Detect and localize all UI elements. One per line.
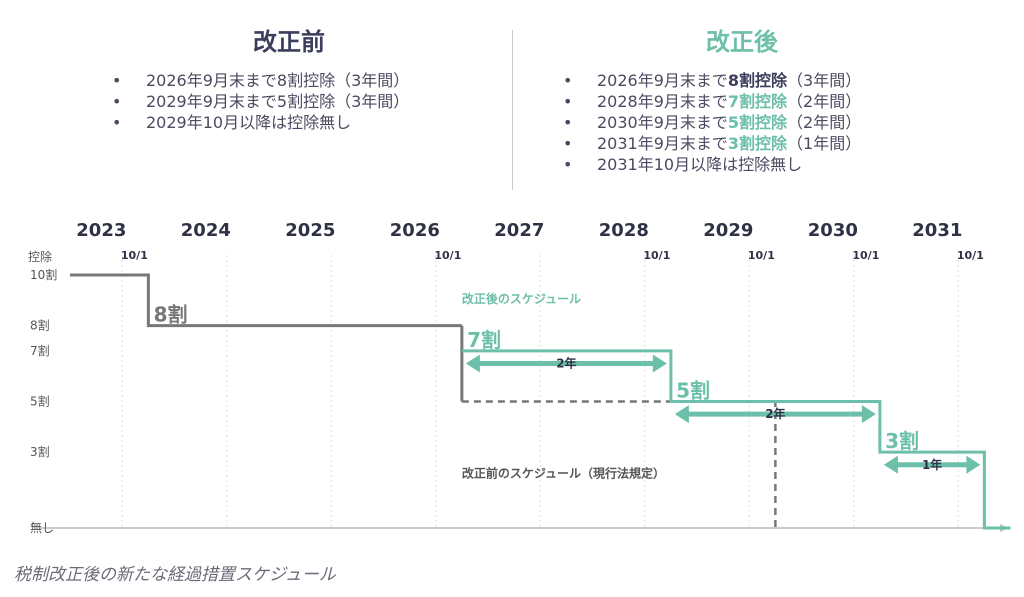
after-title: 改正後	[706, 28, 778, 56]
series-before-line	[70, 273, 462, 328]
y-tick-label: 5割	[30, 394, 50, 409]
item-text: 2031年10月以降は控除無し	[597, 155, 803, 174]
list-item: 2030年9月末まで5割控除（2年間）	[563, 112, 861, 133]
item-suffix: （2年間）	[787, 113, 862, 132]
column-divider	[512, 30, 513, 190]
date-marker: 10/1	[434, 249, 461, 262]
year-label: 2029	[703, 220, 753, 241]
item-emphasis: 3割控除	[727, 134, 788, 153]
year-label: 2024	[181, 220, 231, 241]
item-text: 2031年9月末まで	[597, 134, 728, 153]
year-label: 2030	[808, 220, 858, 241]
list-item: 2026年9月末まで8割控除（3年間）	[112, 70, 409, 91]
item-emphasis: 5割控除	[727, 113, 788, 132]
item-suffix: （2年間）	[787, 92, 862, 111]
level-label: 5割	[676, 379, 710, 403]
span-arrow-head-left	[883, 455, 898, 474]
list-item: 2029年10月以降は控除無し	[112, 112, 409, 133]
item-text: 2026年9月末まで	[597, 71, 728, 90]
y-tick-label: 10割	[30, 267, 57, 282]
y-tick-label: 3割	[30, 444, 50, 459]
span-arrow-head-right	[966, 455, 981, 474]
figure-caption: 税制改正後の新たな経過措置スケジュール	[14, 565, 336, 585]
date-marker: 10/1	[748, 249, 775, 262]
span-label: 2年	[556, 356, 576, 371]
series-after-line	[461, 349, 1011, 530]
year-label: 2028	[599, 220, 649, 241]
list-item: 2031年10月以降は控除無し	[563, 154, 861, 175]
item-text: 2030年9月末まで	[597, 113, 728, 132]
y-tick-label: 7割	[30, 343, 50, 358]
chart-annotation: 改正前のスケジュール（現行法規定）	[462, 465, 665, 480]
schedule-chart-svg: 2023 2024 2025 2026 2027 2028 2029 2030 2031 10/1…	[28, 220, 1011, 535]
item-emphasis: 8割控除	[727, 71, 788, 90]
list-item: 2031年9月末まで3割控除（1年間）	[563, 133, 861, 154]
list-item: 2028年9月末まで7割控除（2年間）	[563, 91, 861, 112]
y-axis-label: 控除	[28, 249, 52, 264]
item-text: 2029年9月末まで5割控除（3年間）	[146, 92, 410, 111]
item-text: 2026年9月末まで8割控除（3年間）	[146, 71, 410, 90]
level-label: 3割	[885, 429, 919, 453]
year-label: 2023	[76, 220, 126, 241]
item-emphasis: 7割控除	[727, 92, 788, 111]
list-item: 2026年9月末まで8割控除（3年間）	[563, 70, 861, 91]
date-marker: 10/1	[121, 249, 148, 262]
date-marker: 10/1	[643, 249, 670, 262]
y-tick-label: 無し	[30, 520, 54, 535]
date-marker: 10/1	[852, 249, 879, 262]
before-list: 2026年9月末まで8割控除（3年間） 2029年9月末まで5割控除（3年間） …	[112, 70, 409, 133]
year-label: 2025	[285, 220, 335, 241]
span-label: 1年	[922, 457, 942, 472]
series-before-dashed	[461, 400, 777, 528]
span-arrow-head-left	[674, 405, 689, 424]
item-suffix: （3年間）	[787, 71, 862, 90]
year-label: 2027	[494, 220, 544, 241]
date-marker: 10/1	[957, 249, 984, 262]
list-item: 2029年9月末まで5割控除（3年間）	[112, 91, 409, 112]
item-text: 2028年9月末まで	[597, 92, 728, 111]
year-label: 2026	[390, 220, 440, 241]
level-label: 7割	[467, 328, 501, 352]
span-arrow-head-right	[652, 354, 667, 373]
span-arrow-head-left	[465, 354, 480, 373]
span-label: 2年	[765, 406, 785, 421]
year-label: 2031	[912, 220, 962, 241]
chart-annotation: 改正後のスケジュール	[462, 291, 581, 306]
y-tick-label: 8割	[30, 318, 50, 333]
schedule-chart: 2023 2024 2025 2026 2027 2028 2029 2030 2031 10/1…	[0, 205, 1024, 545]
level-label: 8割	[154, 303, 188, 327]
span-arrow-head-right	[861, 405, 876, 424]
after-list: 2026年9月末まで8割控除（3年間） 2028年9月末まで7割控除（2年間） …	[563, 70, 861, 175]
item-suffix: （1年間）	[787, 134, 862, 153]
item-text: 2029年10月以降は控除無し	[146, 113, 352, 132]
before-title: 改正前	[253, 28, 325, 56]
